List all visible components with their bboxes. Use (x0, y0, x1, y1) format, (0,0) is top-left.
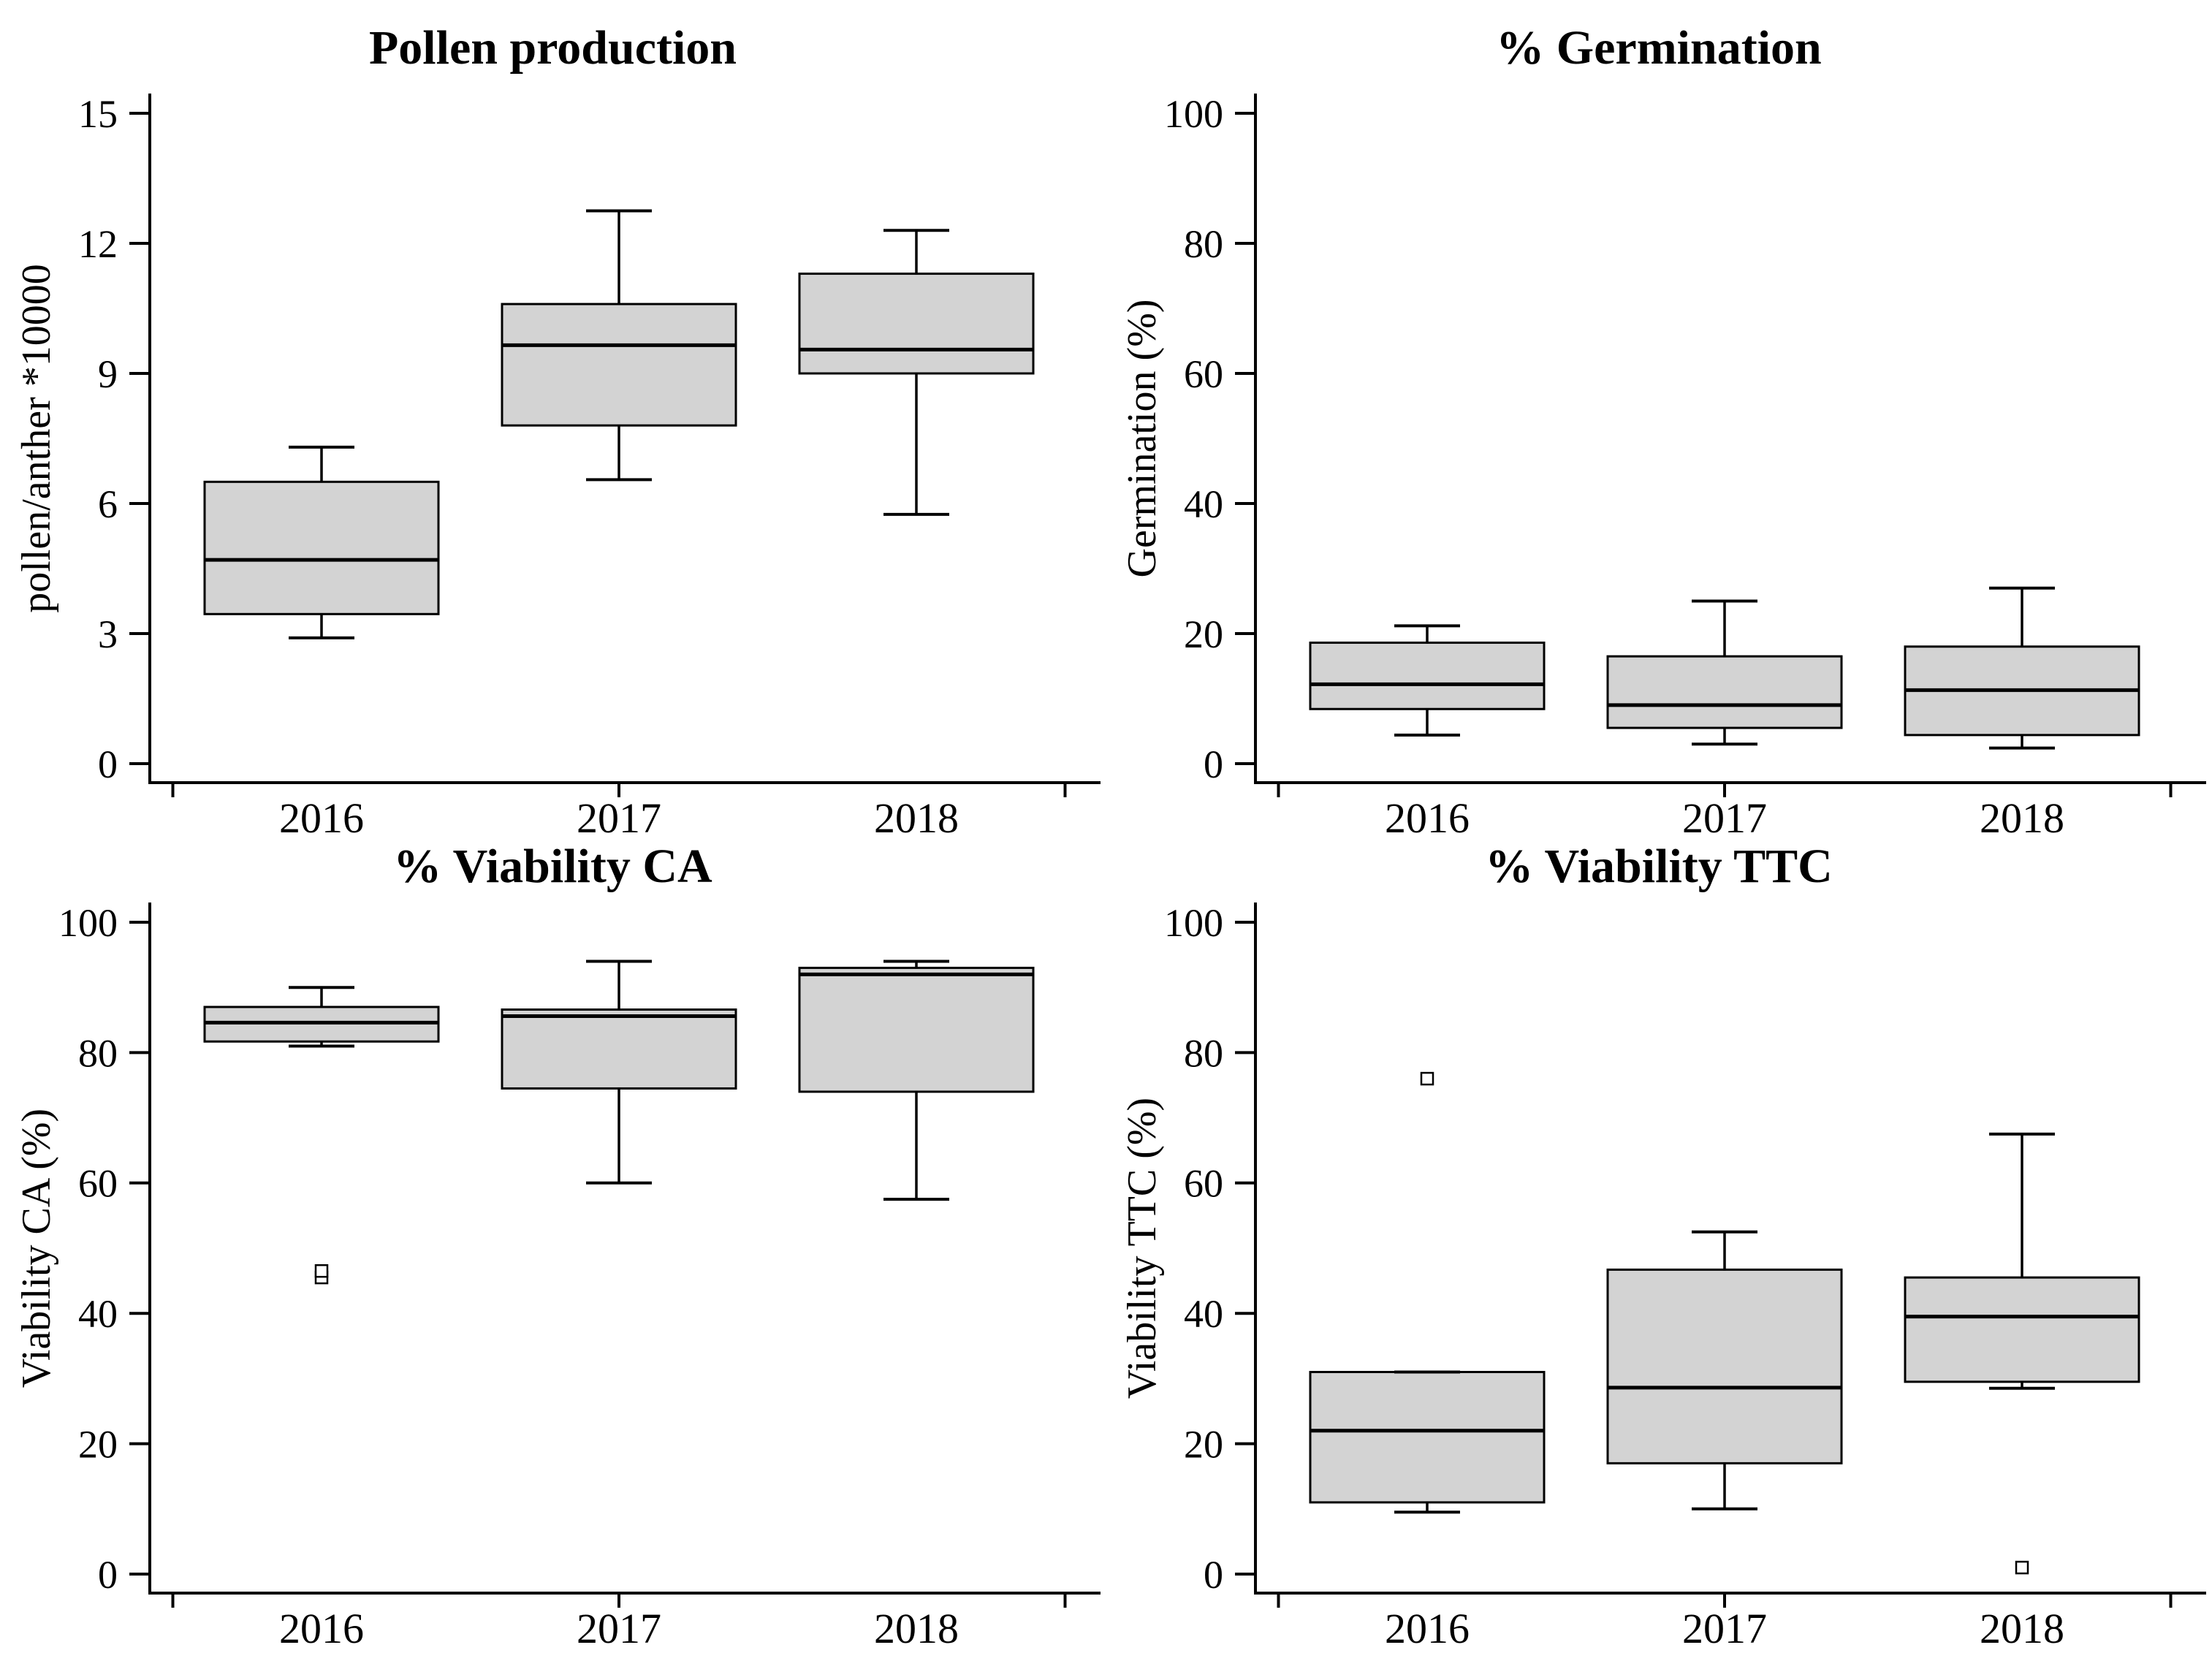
x-category-label: 2018 (1980, 794, 2064, 836)
x-category-label: 2018 (874, 794, 959, 836)
y-tick-label: 20 (78, 1423, 118, 1467)
y-tick-label: 80 (78, 1031, 118, 1075)
outlier-point (1420, 1071, 1434, 1086)
box-2016 (203, 986, 440, 1285)
y-tick-label: 6 (98, 482, 118, 526)
boxplot-pollen-production: 0 3 6 9 12 15 2016 2017 2018 pollen/anther *10000 (14, 92, 1101, 836)
box-2017 (1606, 1230, 1843, 1510)
iqr-box (798, 966, 1035, 1093)
y-tick-label: 40 (78, 1292, 118, 1336)
x-category-label: 2016 (1385, 794, 1470, 836)
iqr-box (798, 273, 1035, 375)
panel-title: % Germination (1496, 21, 1822, 75)
panel-title: % Viability TTC (1485, 840, 1833, 893)
boxplot-viability-ca: 0 20 40 60 80 100 2016 2017 2018 Viability CA (%) (14, 901, 1101, 1652)
box-2018 (798, 960, 1035, 1201)
outlier-point (314, 1264, 329, 1278)
y-tick-label: 100 (1164, 92, 1223, 136)
panel-viability-ca: 0 20 40 60 80 100 2016 2017 2018 Viability CA (%)… (0, 836, 1106, 1672)
y-tick-label: 100 (58, 901, 118, 945)
panel-pollen-production: 0 3 6 9 12 15 2016 2017 2018 pollen/anther *10000… (0, 0, 1106, 836)
y-tick-label: 20 (1184, 1423, 1223, 1467)
box-2017 (501, 960, 737, 1185)
y-tick-label: 60 (1184, 1162, 1223, 1206)
y-tick-label: 100 (1164, 901, 1223, 945)
x-category-label: 2017 (577, 1605, 661, 1652)
iqr-box (1309, 1370, 1546, 1504)
y-axis-title: Viability TTC (%) (1120, 1098, 1165, 1399)
x-category-label: 2016 (279, 794, 364, 836)
x-category-label: 2017 (1682, 794, 1767, 836)
y-tick-label: 0 (98, 742, 118, 786)
y-tick-label: 0 (1204, 742, 1223, 786)
box-2016 (1309, 624, 1546, 737)
iqr-box (501, 303, 737, 427)
boxplot-viability-ttc: 0 20 40 60 80 100 2016 2017 2018 Viability TTC (%… (1120, 901, 2206, 1652)
panel-title: Pollen production (368, 21, 737, 75)
y-tick-label: 40 (1184, 482, 1223, 526)
y-tick-label: 40 (1184, 1292, 1223, 1336)
y-tick-label: 0 (1204, 1553, 1223, 1597)
y-axis-title: pollen/anther *10000 (14, 264, 59, 612)
iqr-box (1904, 1276, 2140, 1383)
y-tick-label: 20 (1184, 612, 1223, 656)
panel-viability-ttc: 0 20 40 60 80 100 2016 2017 2018 Viability TTC (%… (1106, 836, 2212, 1672)
box-2017 (501, 209, 737, 482)
x-category-label: 2018 (1980, 1605, 2064, 1652)
x-category-label: 2017 (577, 794, 661, 836)
y-axis-title: Viability CA (%) (14, 1109, 59, 1388)
x-category-label: 2017 (1682, 1605, 1767, 1652)
y-tick-label: 0 (98, 1553, 118, 1597)
panel-title: % Viability CA (393, 840, 712, 893)
box-2018 (798, 229, 1035, 516)
box-2016 (1309, 1071, 1546, 1514)
box-2017 (1606, 599, 1843, 746)
y-axis-title: Germination (%) (1120, 300, 1165, 578)
y-tick-label: 60 (1184, 352, 1223, 396)
x-category-label: 2018 (874, 1605, 959, 1652)
iqr-box (1606, 655, 1843, 729)
y-tick-label: 9 (98, 352, 118, 396)
iqr-box (1309, 641, 1546, 710)
y-tick-label: 80 (1184, 222, 1223, 266)
iqr-box (1606, 1268, 1843, 1464)
y-tick-label: 80 (1184, 1031, 1223, 1075)
y-tick-label: 60 (78, 1162, 118, 1206)
x-category-label: 2016 (1385, 1605, 1470, 1652)
iqr-box (203, 480, 440, 615)
box-2018 (1904, 586, 2140, 750)
boxplot-germination: 0 20 40 60 80 100 2016 2017 2018 Germination (%) (1120, 92, 2206, 836)
y-tick-label: 15 (78, 92, 118, 136)
y-tick-label: 3 (98, 612, 118, 656)
box-2016 (203, 445, 440, 639)
y-tick-label: 12 (78, 222, 118, 266)
box-2018 (1904, 1132, 2140, 1575)
outlier-point (2015, 1560, 2029, 1575)
iqr-box (501, 1008, 737, 1090)
panel-germination: 0 20 40 60 80 100 2016 2017 2018 Germination (%) … (1106, 0, 2212, 836)
x-category-label: 2016 (279, 1605, 364, 1652)
